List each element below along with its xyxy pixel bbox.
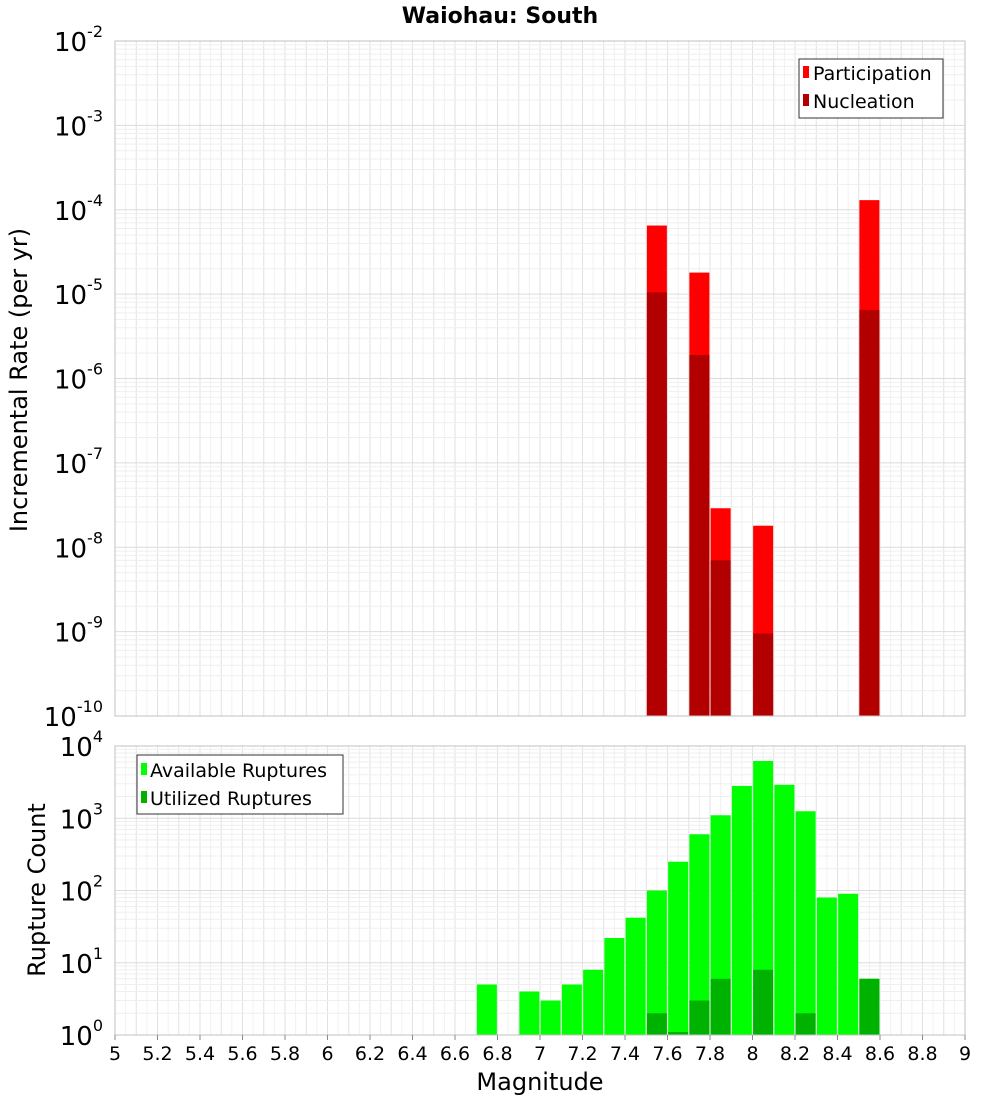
y-tick-label: 10-2 bbox=[54, 22, 103, 58]
bar-available-ruptures bbox=[795, 811, 816, 1035]
x-tick-label: 7.8 bbox=[695, 1043, 725, 1065]
bar-available-ruptures bbox=[540, 1000, 561, 1035]
y-tick-label: 102 bbox=[60, 872, 103, 908]
y-tick-label: 103 bbox=[60, 799, 103, 835]
x-axis-title: Magnitude bbox=[476, 1068, 603, 1096]
y-tick-label: 101 bbox=[60, 944, 103, 980]
x-tick-label: 8.2 bbox=[780, 1043, 810, 1065]
x-tick-label: 6.2 bbox=[355, 1043, 385, 1065]
bottom-legend-box bbox=[136, 754, 344, 815]
bar-available-ruptures bbox=[583, 969, 604, 1035]
x-tick-label: 7 bbox=[534, 1043, 546, 1065]
chart-title: Waiohau: South bbox=[402, 4, 598, 29]
y-tick-label: 100 bbox=[60, 1016, 103, 1052]
y-tick-label: 104 bbox=[60, 727, 103, 763]
x-tick-label: 8.6 bbox=[865, 1043, 895, 1065]
bar-utilized-ruptures bbox=[753, 969, 774, 1035]
x-tick-label: 6.6 bbox=[440, 1043, 470, 1065]
bar-nucleation bbox=[859, 309, 880, 716]
bar-available-ruptures bbox=[774, 784, 795, 1035]
x-axis-ticks: 5 5.2 5.4 5.6 5.8 6 6.2 6.4 6.6 6.8 7 7.2 7.4 7.6 7.8 8… bbox=[109, 1035, 971, 1065]
y-tick-label: 10-10 bbox=[44, 697, 103, 733]
top-legend: Participation Nucleation bbox=[798, 58, 944, 119]
bar-available-ruptures bbox=[561, 984, 582, 1035]
incremental-rate-panel: 10-10 10-9 10-8 10-7 10-6 10-5 10-4 10-3 10-2 In… bbox=[5, 22, 966, 733]
y-tick-label: 10-6 bbox=[54, 360, 103, 396]
bar-available-ruptures bbox=[753, 760, 774, 1035]
x-tick-label: 5.2 bbox=[142, 1043, 172, 1065]
bar-available-ruptures bbox=[689, 834, 710, 1035]
top-bars bbox=[646, 200, 880, 716]
utilized-ruptures-swatch bbox=[141, 791, 147, 803]
bar-nucleation bbox=[646, 292, 667, 716]
bar-utilized-ruptures bbox=[795, 1013, 816, 1035]
bar-available-ruptures bbox=[476, 984, 497, 1035]
rupture-count-panel: 100 101 102 103 104 Rupture Count Available … bbox=[23, 727, 971, 1096]
x-tick-label: 6 bbox=[321, 1043, 333, 1065]
nucleation-swatch bbox=[803, 94, 809, 106]
available-ruptures-swatch bbox=[141, 763, 147, 775]
bar-available-ruptures bbox=[668, 861, 689, 1035]
bar-utilized-ruptures bbox=[646, 1013, 667, 1035]
x-tick-label: 8.8 bbox=[907, 1043, 937, 1065]
bar-available-ruptures bbox=[625, 917, 646, 1035]
y-tick-label: 10-7 bbox=[54, 444, 103, 480]
bar-utilized-ruptures bbox=[668, 1032, 689, 1035]
x-tick-label: 7.2 bbox=[567, 1043, 597, 1065]
y-tick-label: 10-5 bbox=[54, 275, 103, 311]
bar-available-ruptures bbox=[519, 991, 540, 1035]
x-tick-label: 9 bbox=[959, 1043, 971, 1065]
nucleation-legend-label: Nucleation bbox=[813, 91, 915, 113]
top-plot-frame bbox=[114, 40, 966, 717]
bar-nucleation bbox=[689, 354, 710, 716]
x-tick-label: 7.6 bbox=[652, 1043, 682, 1065]
x-tick-label: 5.6 bbox=[227, 1043, 257, 1065]
bar-nucleation bbox=[710, 560, 731, 716]
x-tick-label: 5 bbox=[109, 1043, 121, 1065]
x-tick-label: 5.8 bbox=[270, 1043, 300, 1065]
available-ruptures-legend-label: Available Ruptures bbox=[150, 760, 327, 782]
y-tick-label: 10-8 bbox=[54, 528, 103, 564]
x-tick-label: 6.4 bbox=[397, 1043, 427, 1065]
bar-available-ruptures bbox=[816, 897, 837, 1035]
y-tick-label: 10-4 bbox=[54, 191, 103, 227]
bar-utilized-ruptures bbox=[859, 978, 880, 1035]
bottom-bars bbox=[476, 760, 880, 1035]
bar-available-ruptures bbox=[604, 938, 625, 1035]
x-tick-label: 8 bbox=[746, 1043, 758, 1065]
bar-utilized-ruptures bbox=[710, 978, 731, 1035]
x-tick-label: 7.4 bbox=[610, 1043, 640, 1065]
y-tick-label: 10-9 bbox=[54, 613, 103, 649]
participation-legend-label: Participation bbox=[813, 63, 932, 85]
x-tick-label: 5.4 bbox=[185, 1043, 215, 1065]
bar-available-ruptures bbox=[838, 893, 859, 1035]
bar-utilized-ruptures bbox=[689, 1000, 710, 1035]
top-y-axis-title: Incremental Rate (per yr) bbox=[5, 228, 33, 532]
x-tick-label: 8.4 bbox=[822, 1043, 852, 1065]
bottom-y-axis-title: Rupture Count bbox=[23, 803, 51, 977]
bottom-legend: Available Ruptures Utilized Ruptures bbox=[136, 754, 344, 815]
top-grid bbox=[114, 41, 966, 717]
bar-available-ruptures bbox=[731, 785, 752, 1035]
top-legend-box bbox=[798, 58, 944, 119]
bar-nucleation bbox=[753, 633, 774, 716]
participation-swatch bbox=[803, 66, 809, 78]
top-y-ticks: 10-10 10-9 10-8 10-7 10-6 10-5 10-4 10-3 10-2 bbox=[44, 22, 103, 733]
utilized-ruptures-legend-label: Utilized Ruptures bbox=[150, 788, 312, 810]
x-tick-label: 6.8 bbox=[482, 1043, 512, 1065]
y-tick-label: 10-3 bbox=[54, 106, 103, 142]
bar-available-ruptures bbox=[646, 890, 667, 1035]
bottom-y-ticks: 100 101 102 103 104 bbox=[60, 727, 103, 1052]
